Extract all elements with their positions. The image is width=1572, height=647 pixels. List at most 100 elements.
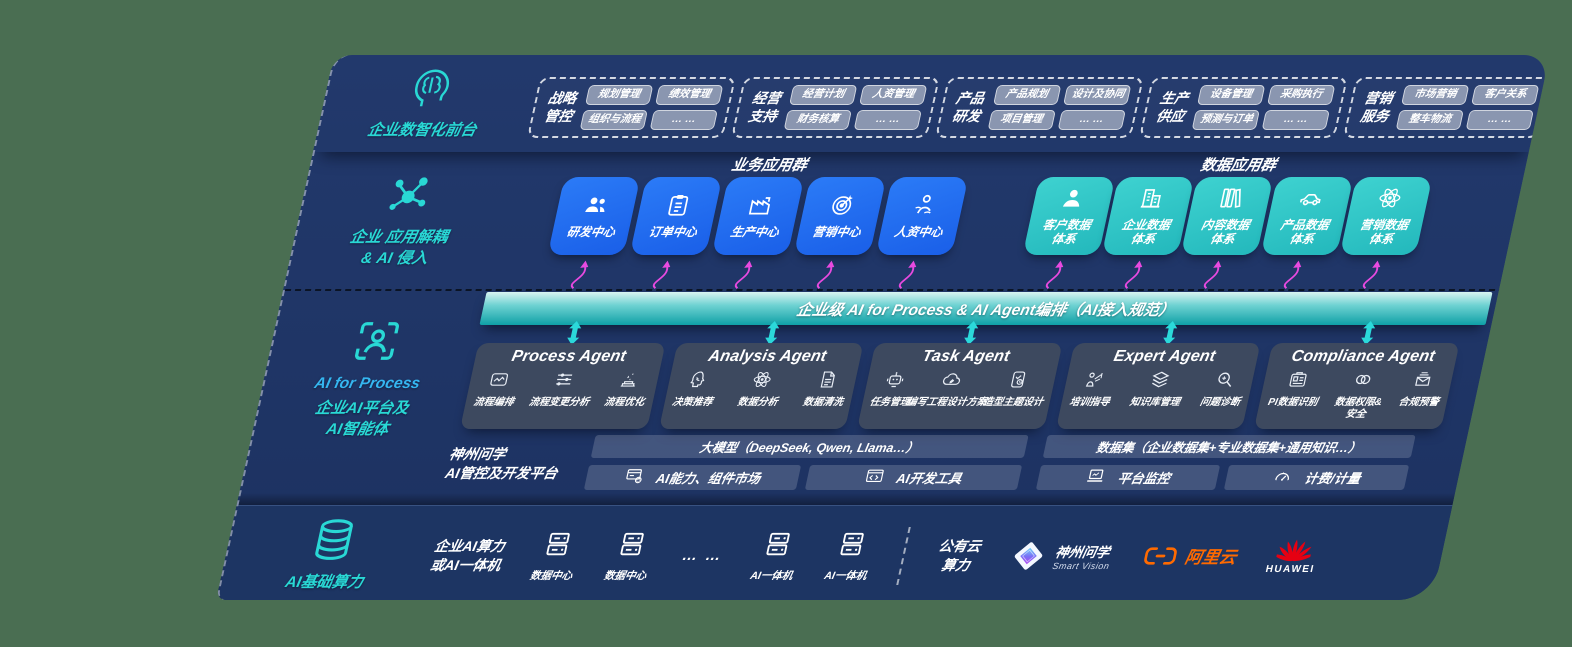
front-office-chip: … …: [1465, 110, 1534, 130]
front-office-chip: 市场营销: [1401, 85, 1470, 105]
rings-icon: [1349, 369, 1376, 395]
data-group-header: 数据应用群: [1198, 157, 1278, 174]
compute-node: 数据中心: [529, 529, 583, 583]
app-box-label: 人资中心: [893, 225, 945, 240]
double-arrow-icon: [1273, 321, 1463, 345]
business-app-box: 营销中心: [793, 177, 887, 255]
flow-arrow-icon: [623, 257, 706, 289]
agent-card: Compliance Agent PI数据识别 数据权限& 安全: [1254, 343, 1460, 429]
front-office-chip: … …: [649, 110, 718, 130]
platform-cell: AI开发工具: [804, 465, 1022, 490]
aliyun-name: 阿里云: [1183, 548, 1239, 567]
target-icon: [826, 192, 859, 223]
person-frame-icon: [347, 318, 404, 369]
agent-capability-label: 编写工程设计方案: [905, 397, 988, 408]
agent-capability: 合规预警: [1397, 369, 1446, 409]
front-office-chip: 设计及协同: [1062, 85, 1132, 105]
data-app-box: 产品数据 体系: [1260, 177, 1354, 255]
business-app-box: 生产中心: [711, 177, 805, 255]
atom-icon: [1373, 185, 1406, 216]
agent-layer: AI for Process 企业AI平台及 AI智能体: [255, 321, 1491, 438]
monitor-icon: [1083, 466, 1108, 489]
data-app-box: 企业数据 体系: [1101, 177, 1195, 255]
doc-clean-icon: [814, 369, 841, 395]
agent-card-items: PI数据识别 数据权限& 安全 合规预警: [1261, 369, 1449, 420]
server-icon: [833, 529, 871, 564]
id-card-icon: [1284, 369, 1311, 395]
agent-card-title: Process Agent: [510, 348, 628, 365]
agent-card-title: Expert Agent: [1112, 348, 1218, 365]
double-arrow-row: [479, 321, 1463, 345]
agent-card-title: Compliance Agent: [1289, 348, 1437, 365]
agent-card-items: 任务管理 编写工程设计方案 造型主题设计: [867, 369, 1052, 409]
data-app-group: 客户数据 体系 企业数据 体系 内容数据 体系 产品数据 体系: [1022, 177, 1433, 257]
app-box-label: 客户数据 体系: [1041, 218, 1093, 246]
model-panel: 大模型（DeepSeek, Qwen, Llama…） AI能力、组件市场 AI…: [583, 435, 1029, 493]
front-office-group-title: 经营支持: [747, 90, 783, 124]
agent-capability-label: 流程优化: [603, 397, 646, 408]
flow-arrow-icon: [704, 257, 787, 289]
appliance-nodes: AI一体机 AI一体机: [749, 529, 877, 583]
business-app-box: 研发中心: [548, 177, 641, 255]
compute-layer: AI基础算力 企业AI算力 或AI一体机 数据中心 数据中心 … …: [216, 505, 1453, 600]
agent-capability-label: 合规预警: [1397, 397, 1440, 408]
compute-node-label: 数据中心: [528, 569, 574, 582]
front-office-chip: 人资管理: [859, 85, 928, 105]
business-app-box: 人资中心: [875, 177, 969, 255]
agent-card-title: Task Agent: [920, 348, 1012, 365]
agent-layer-title-cn: 企业AI平台及 AI智能体: [313, 400, 411, 438]
tablet-design-icon: [1004, 369, 1031, 395]
clipboard-icon: [662, 192, 695, 223]
front-office-chip: 绩效管理: [655, 85, 724, 105]
atom-icon: [749, 369, 776, 395]
agent-capability-label: 流程编排: [472, 397, 515, 408]
agent-capability: 编写工程设计方案: [905, 369, 991, 409]
front-office-chip: … …: [1261, 110, 1330, 130]
person-icon: [1056, 185, 1089, 216]
team-icon: [580, 192, 613, 223]
agent-card-items: 培训指导 知识库管理 问题诊断: [1065, 369, 1250, 409]
compute-title: AI基础算力: [283, 574, 365, 592]
front-office-label-block: 企业数智化前台: [315, 55, 541, 152]
agent-capability-label: 问题诊断: [1198, 397, 1242, 408]
optimize-icon: [615, 369, 642, 395]
platform-layer: 神州问学 AI管控及开发平台 大模型（DeepSeek, Qwen, Llama…: [241, 435, 1468, 493]
front-office-chip: 预测与订单: [1191, 110, 1260, 130]
front-office-chip: … …: [853, 110, 922, 130]
data-app-box: 营销数据 体系: [1339, 177, 1433, 255]
app-layer-label-block: 企业 应用解耦 & AI 侵入: [285, 152, 520, 289]
compute-label-block: AI基础算力: [219, 517, 440, 593]
agent-capability: 流程变更分析: [528, 369, 597, 409]
front-office-chip: 财务核算: [783, 110, 852, 130]
flow-arrows-row: [490, 257, 1506, 289]
data-app-box: 内容数据 体系: [1180, 177, 1274, 255]
platform-label-block: 神州问学 AI管控及开发平台: [241, 435, 596, 493]
front-office-chip: 设备管理: [1196, 85, 1266, 105]
app-group-headers: 业务应用群 数据应用群: [514, 152, 1528, 177]
mail-alert-icon: [1410, 369, 1437, 395]
huawei-logo: HUAWEI: [1265, 537, 1322, 575]
devtools-icon: [862, 466, 887, 489]
front-office-group: 战略管控 规划管理 绩效管理 组织与流程… …: [526, 77, 737, 138]
front-office-group-title: 营销服务: [1359, 90, 1395, 124]
front-office-chip: 经营计划: [789, 85, 858, 105]
agent-capability: 问题诊断: [1199, 369, 1248, 409]
smartvision-logo: 神州问学 Smart Vision: [1007, 538, 1116, 574]
front-office-group-title: 生产供应: [1154, 90, 1191, 124]
agent-capability: 知识库管理: [1128, 369, 1187, 409]
car-icon: [1294, 185, 1327, 216]
training-icon: [1081, 369, 1108, 395]
app-box-label: 内容数据 体系: [1199, 218, 1251, 246]
platform-panel: 大模型（DeepSeek, Qwen, Llama…） AI能力、组件市场 AI…: [583, 435, 1416, 493]
platform-cell: AI能力、组件市场: [583, 465, 801, 490]
platform-title: 神州问学 AI管控及开发平台: [443, 446, 560, 481]
datacenter-nodes: 数据中心 数据中心: [529, 529, 657, 583]
app-box-label: 生产中心: [729, 225, 781, 240]
agent-capability: 任务管理: [869, 369, 916, 409]
business-group-header: 业务应用群: [729, 157, 809, 174]
agent-capability: 数据清洗: [802, 369, 851, 409]
aliyun-logo-icon: [1141, 545, 1180, 567]
smartvision-name: 神州问学: [1053, 544, 1112, 560]
model-cells: AI能力、组件市场 AI开发工具: [583, 465, 1022, 490]
business-app-box: 订单中心: [629, 177, 723, 255]
